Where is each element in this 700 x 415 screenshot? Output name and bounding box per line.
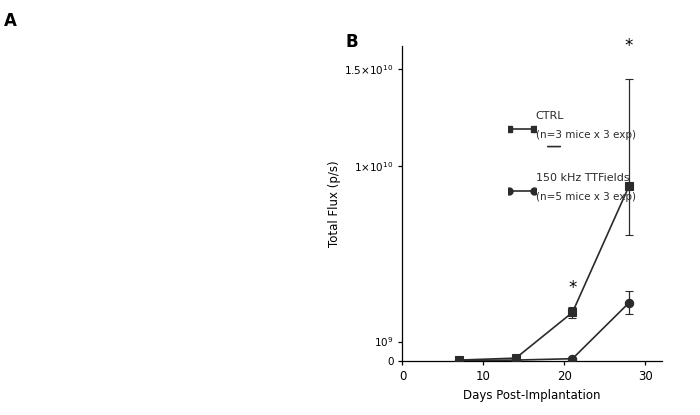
Text: (n=3 mice x 3 exp): (n=3 mice x 3 exp) xyxy=(536,130,636,140)
X-axis label: Days Post-Implantation: Days Post-Implantation xyxy=(463,388,601,402)
Y-axis label: Total Flux (p/s): Total Flux (p/s) xyxy=(328,160,342,247)
Text: B: B xyxy=(346,33,358,51)
Text: *: * xyxy=(625,37,634,55)
Text: CTRL: CTRL xyxy=(536,111,564,121)
Text: (n=5 mice x 3 exp): (n=5 mice x 3 exp) xyxy=(536,192,636,202)
Text: 150 kHz TTFields: 150 kHz TTFields xyxy=(536,173,629,183)
Text: *: * xyxy=(568,279,577,297)
Text: A: A xyxy=(4,12,17,30)
